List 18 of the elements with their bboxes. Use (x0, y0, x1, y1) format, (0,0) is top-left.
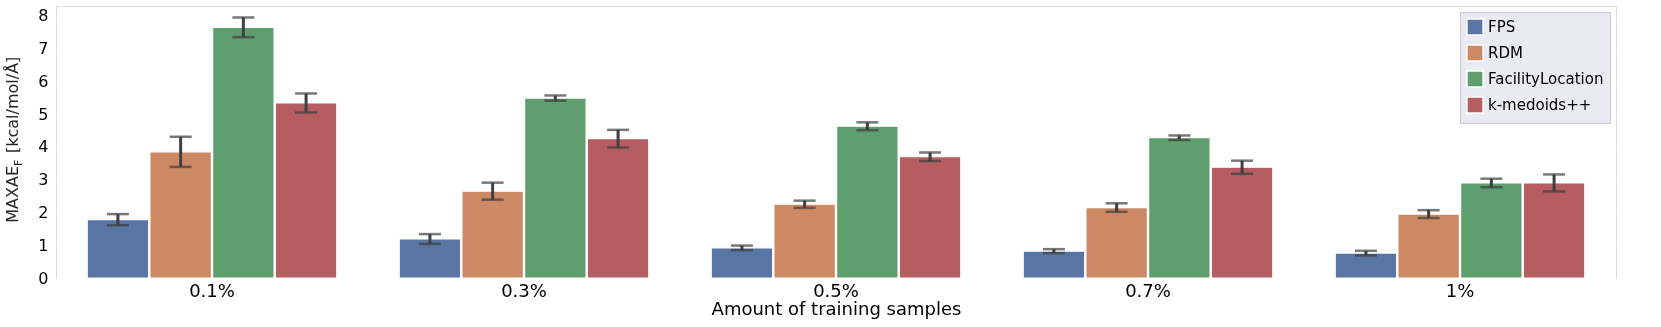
legend-label: FacilityLocation (1488, 70, 1604, 88)
y-tick-label: 4 (38, 137, 49, 157)
y-tick-label: 6 (38, 71, 49, 91)
y-tick-label: 5 (38, 104, 49, 124)
x-tick-label: 1% (1445, 279, 1475, 301)
y-tick-label: 1 (38, 235, 49, 255)
y-tick-label: 2 (38, 202, 49, 222)
legend-label: FPS (1488, 18, 1516, 36)
x-tick-label: 0.3% (501, 279, 547, 301)
y-tick-label: 0 (38, 268, 49, 288)
legend-label: RDM (1488, 44, 1523, 62)
legend-label: k-medoids++ (1488, 96, 1592, 114)
y-axis-title: MAXAEF [kcal/mol/Å] (3, 56, 25, 223)
x-tick-label: 0.1% (189, 279, 235, 301)
y-tick-label: 8 (38, 6, 49, 26)
y-tick-label: 3 (38, 170, 49, 190)
x-tick-label: 0.7% (1125, 279, 1171, 301)
y-tick-label: 7 (38, 39, 49, 59)
